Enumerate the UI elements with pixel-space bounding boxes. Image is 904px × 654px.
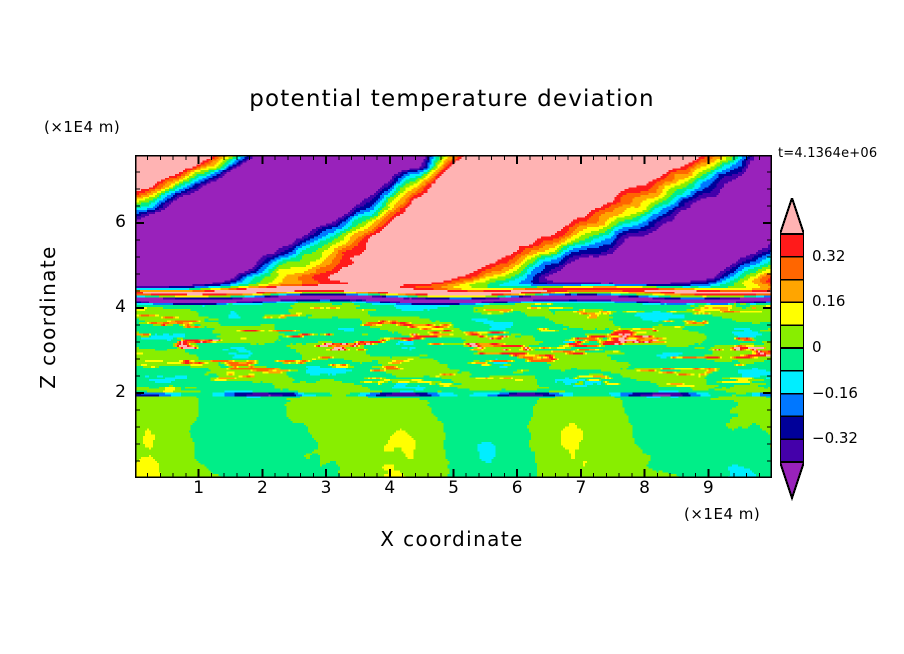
x-tick-label: 8 (639, 478, 650, 498)
colorbar-band (780, 278, 804, 304)
colorbar-tick-label: 0.32 (812, 246, 846, 265)
x-tick-label: 4 (384, 478, 396, 498)
colorbar-under-arrow (780, 461, 804, 502)
y-axis-unit-label: (×1E4 m) (44, 118, 121, 136)
colorbar-band (780, 301, 804, 327)
x-tick-label: 3 (320, 478, 332, 498)
x-axis-title: X coordinate (380, 527, 524, 551)
colorbar-band (780, 324, 804, 349)
colorbar-band (780, 415, 804, 441)
colorbar-band (780, 347, 804, 372)
colorbar-band (780, 255, 804, 281)
colorbar (780, 198, 804, 502)
colorbar-band (780, 438, 804, 463)
x-tick-label: 7 (575, 478, 587, 498)
y-tick-label: 4 (115, 297, 126, 317)
y-axis-title: Z coordinate (36, 245, 60, 389)
x-tick-label: 9 (702, 478, 714, 498)
colorbar-band (780, 233, 804, 258)
timestamp-annotation: t=4.1364e+06 (778, 146, 878, 161)
colorbar-tick-label: −0.16 (812, 383, 858, 402)
colorbar-band (780, 370, 804, 395)
x-tick-label: 5 (448, 478, 459, 498)
y-tick-label: 6 (115, 212, 126, 232)
y-tick-label: 2 (115, 382, 126, 402)
colorbar-tick-label: 0.16 (812, 292, 846, 311)
x-axis-unit-label: (×1E4 m) (684, 505, 761, 523)
colorbar-tick-label: −0.32 (812, 429, 858, 448)
contour-plot (135, 155, 772, 478)
colorbar-tick-label: 0 (812, 338, 822, 356)
page-title: potential temperature deviation (249, 86, 655, 112)
x-tick-label: 6 (511, 478, 523, 498)
x-tick-label: 2 (256, 478, 268, 498)
x-tick-label: 1 (193, 478, 205, 498)
colorbar-over-arrow (780, 198, 804, 235)
colorbar-band (780, 392, 804, 418)
